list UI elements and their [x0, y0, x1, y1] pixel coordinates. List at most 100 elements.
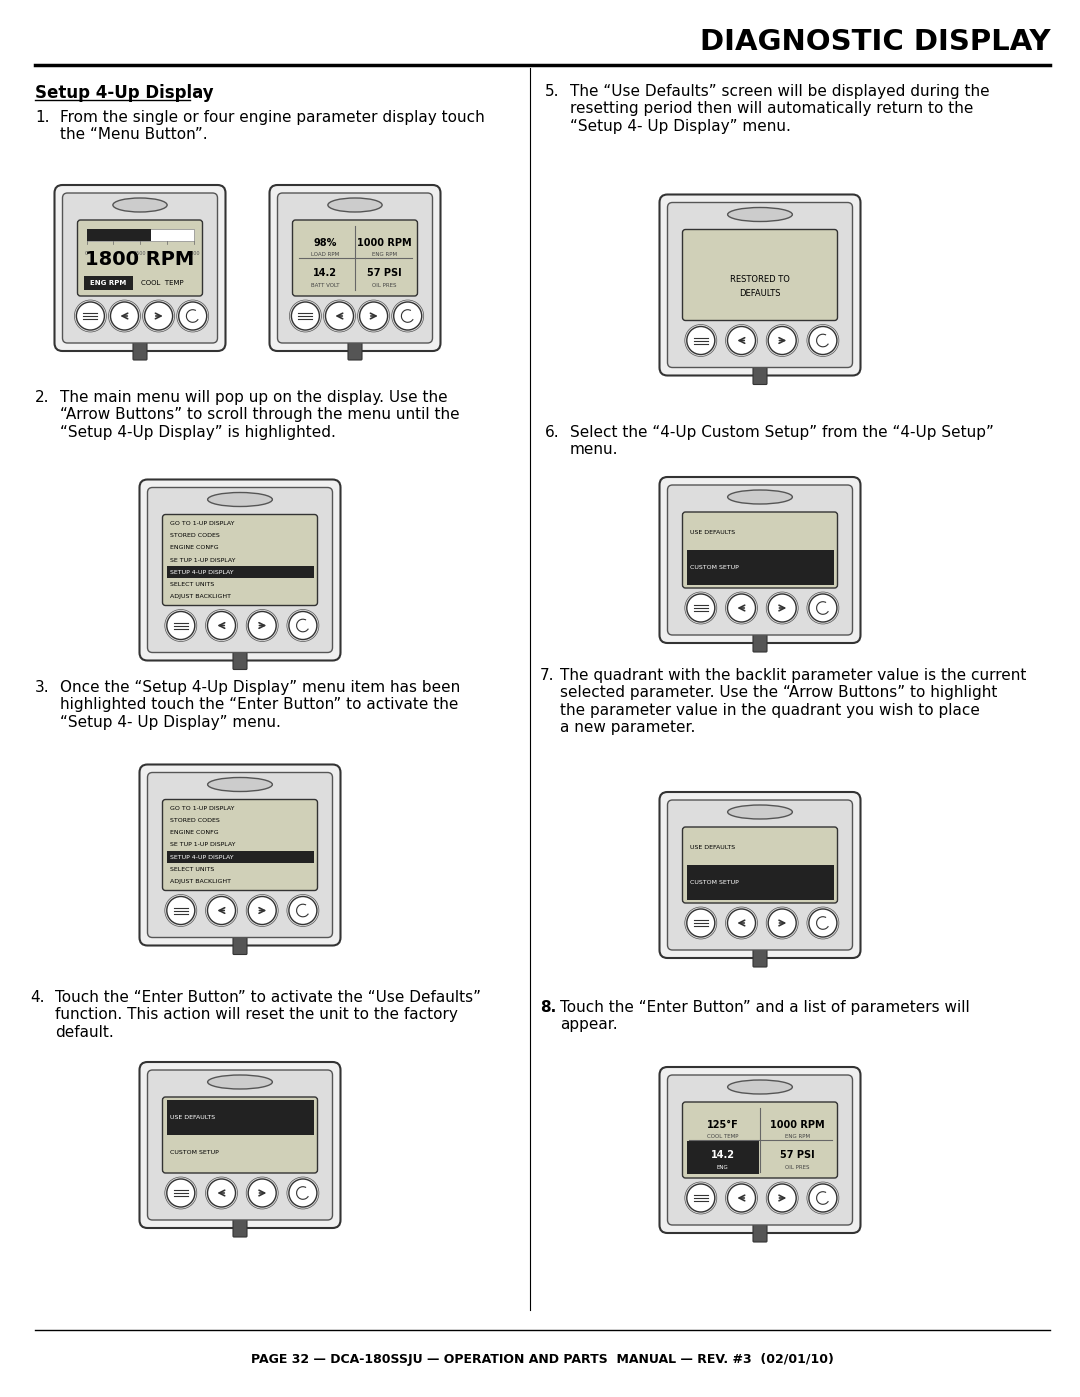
FancyBboxPatch shape [139, 479, 340, 661]
Circle shape [325, 302, 353, 330]
FancyBboxPatch shape [683, 229, 837, 320]
FancyBboxPatch shape [293, 219, 418, 296]
FancyBboxPatch shape [667, 485, 852, 636]
FancyBboxPatch shape [162, 514, 318, 605]
Text: CUSTOM SETUP: CUSTOM SETUP [690, 564, 739, 570]
Text: Select the “4-Up Custom Setup” from the “4-Up Setup”
menu.: Select the “4-Up Custom Setup” from the … [570, 425, 994, 457]
FancyBboxPatch shape [753, 947, 767, 967]
Text: 1000 RPM: 1000 RPM [357, 237, 413, 247]
Ellipse shape [113, 198, 167, 212]
Text: Touch the “Enter Button” and a list of parameters will
appear.: Touch the “Enter Button” and a list of p… [561, 1000, 970, 1032]
Circle shape [728, 1185, 756, 1213]
Text: GO TO 1-UP DISPLAY: GO TO 1-UP DISPLAY [171, 521, 235, 527]
Text: OIL PRES: OIL PRES [373, 284, 397, 288]
Text: 0: 0 [85, 251, 89, 256]
FancyBboxPatch shape [83, 277, 134, 291]
Text: 14.2: 14.2 [313, 268, 337, 278]
Circle shape [809, 909, 837, 937]
FancyBboxPatch shape [660, 1067, 861, 1234]
FancyBboxPatch shape [683, 511, 837, 588]
Text: ENG: ENG [717, 1165, 729, 1169]
Text: 57 PSI: 57 PSI [367, 268, 402, 278]
Ellipse shape [728, 208, 793, 222]
Ellipse shape [207, 493, 272, 507]
FancyBboxPatch shape [133, 339, 147, 360]
FancyBboxPatch shape [348, 339, 362, 360]
Text: COOL TEMP: COOL TEMP [707, 1134, 739, 1139]
Text: BATT VOLT: BATT VOLT [311, 284, 339, 288]
Text: ENGINE CONFG: ENGINE CONFG [171, 545, 219, 550]
FancyBboxPatch shape [687, 550, 834, 585]
Text: Touch the “Enter Button” to activate the “Use Defaults”
function. This action wi: Touch the “Enter Button” to activate the… [55, 990, 481, 1039]
FancyBboxPatch shape [753, 631, 767, 652]
Text: 98%: 98% [313, 237, 337, 247]
Ellipse shape [728, 805, 793, 819]
Circle shape [768, 327, 796, 355]
Circle shape [728, 327, 756, 355]
Text: 7.: 7. [540, 668, 554, 683]
FancyBboxPatch shape [166, 1099, 313, 1134]
FancyBboxPatch shape [687, 865, 834, 900]
Text: ENG RPM: ENG RPM [91, 279, 126, 286]
Text: DIAGNOSTIC DISPLAY: DIAGNOSTIC DISPLAY [700, 28, 1050, 56]
Text: 1000 RPM: 1000 RPM [770, 1119, 824, 1130]
Text: LOAD RPM: LOAD RPM [311, 251, 339, 257]
Ellipse shape [207, 1076, 272, 1090]
Circle shape [394, 302, 421, 330]
Circle shape [248, 1179, 276, 1207]
Text: 5.: 5. [545, 84, 559, 99]
FancyBboxPatch shape [270, 184, 441, 351]
Text: SE TUP 1-UP DISPLAY: SE TUP 1-UP DISPLAY [171, 557, 237, 563]
Text: Setup 4-Up Display: Setup 4-Up Display [35, 84, 214, 102]
Circle shape [145, 302, 173, 330]
Circle shape [289, 897, 316, 925]
Circle shape [687, 1185, 715, 1213]
Circle shape [248, 612, 276, 640]
Circle shape [809, 594, 837, 622]
Circle shape [360, 302, 388, 330]
Circle shape [292, 302, 320, 330]
FancyBboxPatch shape [78, 219, 203, 296]
Circle shape [768, 1185, 796, 1213]
FancyBboxPatch shape [660, 792, 861, 958]
Text: USE DEFAULTS: USE DEFAULTS [690, 529, 735, 535]
FancyBboxPatch shape [166, 566, 313, 578]
FancyBboxPatch shape [139, 1062, 340, 1228]
Text: 8.: 8. [540, 1000, 556, 1016]
Text: From the single or four engine parameter display touch
the “Menu Button”.: From the single or four engine parameter… [60, 110, 485, 142]
Text: OIL PRES: OIL PRES [785, 1165, 810, 1169]
Circle shape [289, 1179, 316, 1207]
Text: The main menu will pop up on the display. Use the
“Arrow Buttons” to scroll thro: The main menu will pop up on the display… [60, 390, 460, 440]
Circle shape [77, 302, 105, 330]
Text: 4.: 4. [30, 990, 44, 1004]
FancyBboxPatch shape [667, 1076, 852, 1225]
FancyBboxPatch shape [63, 193, 217, 344]
Ellipse shape [207, 778, 272, 792]
Text: USE DEFAULTS: USE DEFAULTS [171, 1115, 216, 1120]
Text: 1500: 1500 [134, 251, 146, 256]
Text: Once the “Setup 4-Up Display” menu item has been
highlighted touch the “Enter Bu: Once the “Setup 4-Up Display” menu item … [60, 680, 460, 729]
FancyBboxPatch shape [687, 1141, 759, 1173]
Ellipse shape [728, 1080, 793, 1094]
Text: ENGINE CONFG: ENGINE CONFG [171, 830, 219, 835]
Circle shape [178, 302, 206, 330]
Circle shape [166, 612, 194, 640]
FancyBboxPatch shape [233, 1217, 247, 1236]
Text: 14.2: 14.2 [711, 1150, 734, 1161]
FancyBboxPatch shape [233, 650, 247, 669]
Text: CUSTOM SETUP: CUSTOM SETUP [171, 1150, 219, 1155]
FancyBboxPatch shape [162, 799, 318, 890]
FancyBboxPatch shape [233, 935, 247, 954]
FancyBboxPatch shape [667, 203, 852, 367]
Text: 2.: 2. [35, 390, 50, 405]
Text: SELECT UNITS: SELECT UNITS [171, 866, 215, 872]
Ellipse shape [728, 490, 793, 504]
Circle shape [248, 897, 276, 925]
Circle shape [687, 594, 715, 622]
Text: COOL  TEMP: COOL TEMP [141, 279, 184, 286]
Circle shape [166, 1179, 194, 1207]
Text: 57 PSI: 57 PSI [780, 1150, 814, 1161]
Circle shape [768, 909, 796, 937]
Circle shape [207, 612, 235, 640]
FancyBboxPatch shape [660, 476, 861, 643]
